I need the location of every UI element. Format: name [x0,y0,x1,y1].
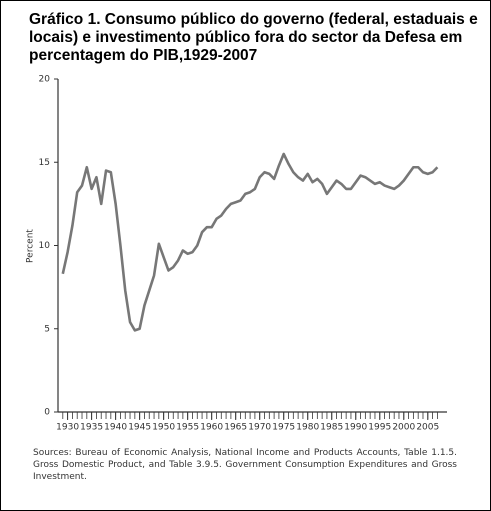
x-tick-label: 1950 [152,423,175,433]
y-tick-label: 5 [44,324,50,334]
x-tick-label: 2005 [416,423,439,433]
x-tick-label: 1995 [368,423,391,433]
x-tick-label: 2000 [392,423,415,433]
x-tick-label: 1965 [224,423,247,433]
x-tick-label: 1970 [248,423,271,433]
y-tick-label: 15 [39,158,50,168]
x-tick-label: 1975 [272,423,295,433]
y-tick-label: 10 [39,241,51,251]
x-tick-label: 1980 [296,423,319,433]
chart-title: Gráfico 1. Consumo público do governo (f… [29,11,478,64]
data-line [61,152,439,332]
x-tick-label: 1935 [80,423,103,433]
x-tick-label: 1990 [344,423,367,433]
x-tick-label: 1985 [320,423,343,433]
x-tick-label: 1945 [128,423,151,433]
y-tick-label: 0 [44,408,50,418]
x-tick-label: 1955 [176,423,199,433]
source-note: Sources: Bureau of Economic Analysis, Na… [33,448,457,482]
x-tick-label: 1930 [56,423,79,433]
y-tick-label: 20 [39,75,51,85]
x-tick-label: 1940 [104,423,127,433]
x-tick-label: 1960 [200,423,223,433]
y-axis-label: Percent [26,229,36,263]
